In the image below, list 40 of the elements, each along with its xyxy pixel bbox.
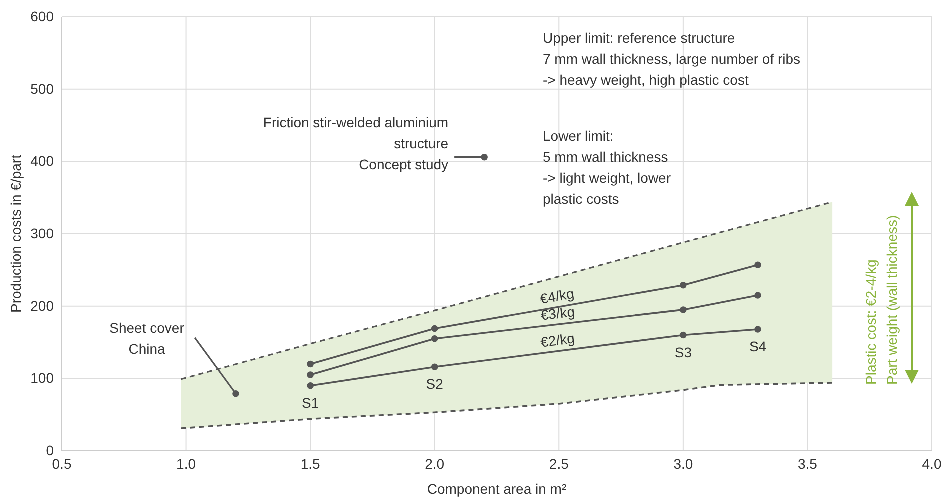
x-tick-label: 4.0 xyxy=(922,456,942,472)
annotation: S1 xyxy=(302,394,320,411)
annotation: Friction stir-welded aluminium structure Concept study xyxy=(263,114,449,172)
point xyxy=(680,306,687,314)
y-tick-label: 500 xyxy=(30,80,54,97)
annotation: Sheet cover China xyxy=(110,320,185,357)
point xyxy=(431,364,438,370)
y-tick-label: 0 xyxy=(46,442,54,458)
annotation: Lower limit: 5 mm wall thickness -> light weight, lower plastic costs xyxy=(543,128,672,207)
annotation: Plastic cost: €2-4/kg xyxy=(863,260,879,385)
y-axis-title: Production costs in €/part xyxy=(8,154,24,313)
point xyxy=(431,336,438,342)
point xyxy=(754,292,762,299)
point xyxy=(754,262,762,268)
annotation: S2 xyxy=(426,376,444,392)
y-tick-label: 600 xyxy=(30,8,54,24)
annotation: Part weight (wall thickness) xyxy=(884,215,900,385)
annotation: Upper limit: reference structure 7 mm wall thickness, large number of ribs -> heavy weight, high plastic cost xyxy=(543,30,801,88)
point xyxy=(307,372,314,378)
annotation: S4 xyxy=(749,338,767,354)
x-tick-label: 3.0 xyxy=(674,456,694,472)
text: €2/kg xyxy=(540,330,576,350)
y-tick-label: 400 xyxy=(30,153,54,170)
x-tick-label: 3.5 xyxy=(798,456,818,472)
x-tick-label: 1.5 xyxy=(300,456,321,472)
x-tick-label: 0.5 xyxy=(52,456,72,472)
point xyxy=(307,360,314,368)
x-tick-label: 2.0 xyxy=(425,456,445,472)
y-tick-label: 300 xyxy=(30,225,54,242)
x-tick-label: 2.5 xyxy=(549,456,570,472)
annotation: S3 xyxy=(674,344,692,360)
y-tick-label: 100 xyxy=(30,370,54,386)
point xyxy=(754,326,762,333)
point xyxy=(680,282,687,289)
x-tick-label: 1.0 xyxy=(176,456,196,472)
y-tick-label: 200 xyxy=(30,298,54,314)
point xyxy=(431,325,438,332)
point xyxy=(307,382,314,390)
x-axis-title: Component area in m² xyxy=(427,481,567,497)
point xyxy=(680,332,687,339)
